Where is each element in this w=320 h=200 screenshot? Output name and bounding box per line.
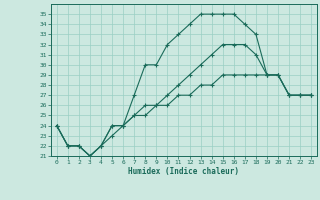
X-axis label: Humidex (Indice chaleur): Humidex (Indice chaleur) [129, 167, 239, 176]
